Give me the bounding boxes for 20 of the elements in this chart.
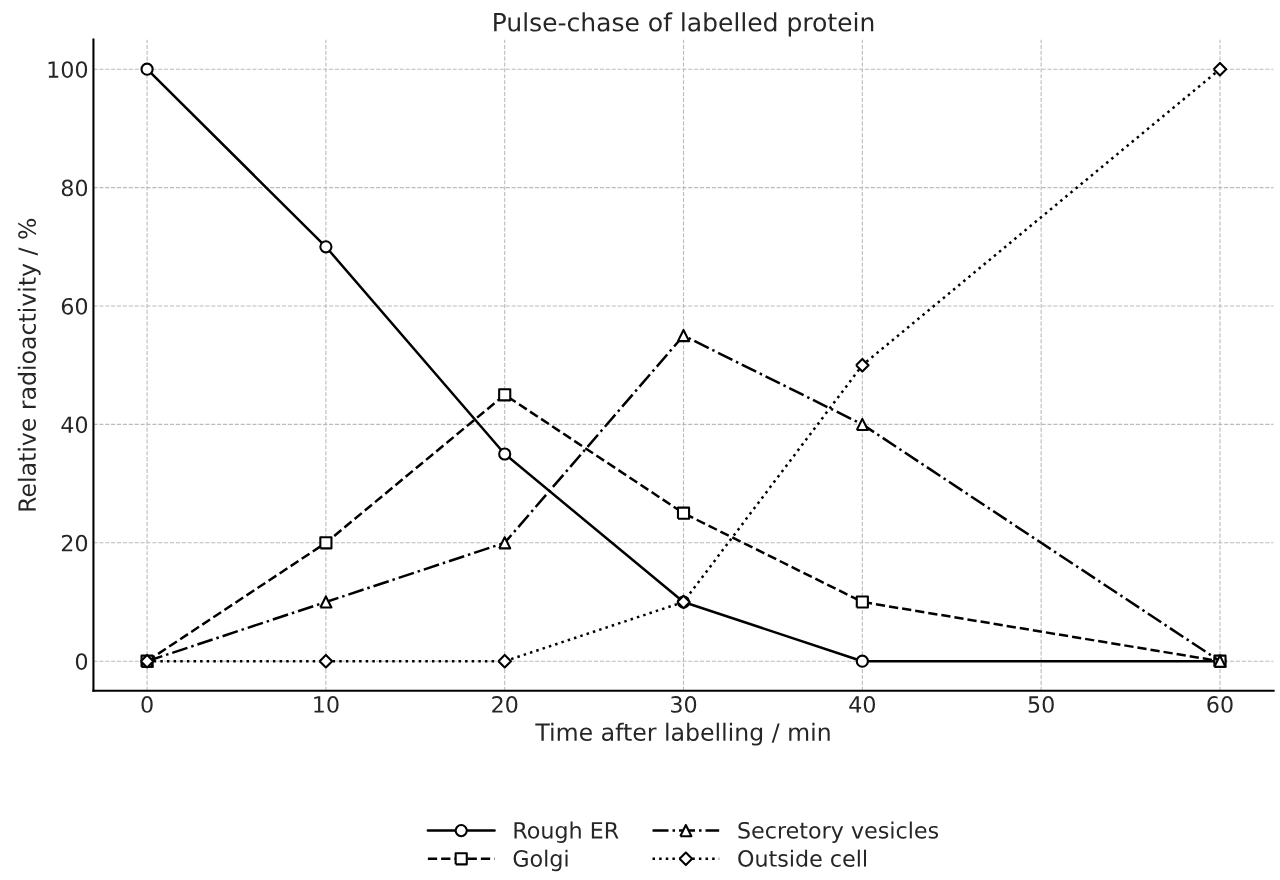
legend-label: Rough ER — [514, 821, 619, 844]
y-tick-label: 0 — [75, 653, 88, 670]
x-tick-label: 0 — [141, 696, 153, 713]
y-tick-label: 80 — [61, 179, 88, 197]
legend-label: Outside cell — [738, 849, 866, 867]
y-tick-label: 60 — [61, 297, 88, 315]
x-tick-label: 10 — [314, 696, 339, 713]
legend-label: Golgi — [513, 849, 568, 872]
y-axis-title: Relative radioactivity / % — [17, 218, 41, 511]
y-tick-label: 40 — [61, 416, 88, 434]
chart-title: Pulse-chase of labelled protein — [494, 12, 874, 37]
x-tick-label: 50 — [1028, 696, 1054, 713]
y-tick-label: 20 — [61, 534, 88, 552]
x-axis-title: Time after labelling / min — [535, 722, 830, 746]
x-tick-label: 40 — [849, 696, 875, 713]
x-tick-label: 20 — [492, 696, 518, 713]
x-tick-label: 60 — [1207, 696, 1233, 713]
legend-label: Secretory vesicles — [738, 821, 939, 844]
x-tick-label: 30 — [671, 696, 697, 713]
y-tick-label: 100 — [48, 61, 88, 78]
